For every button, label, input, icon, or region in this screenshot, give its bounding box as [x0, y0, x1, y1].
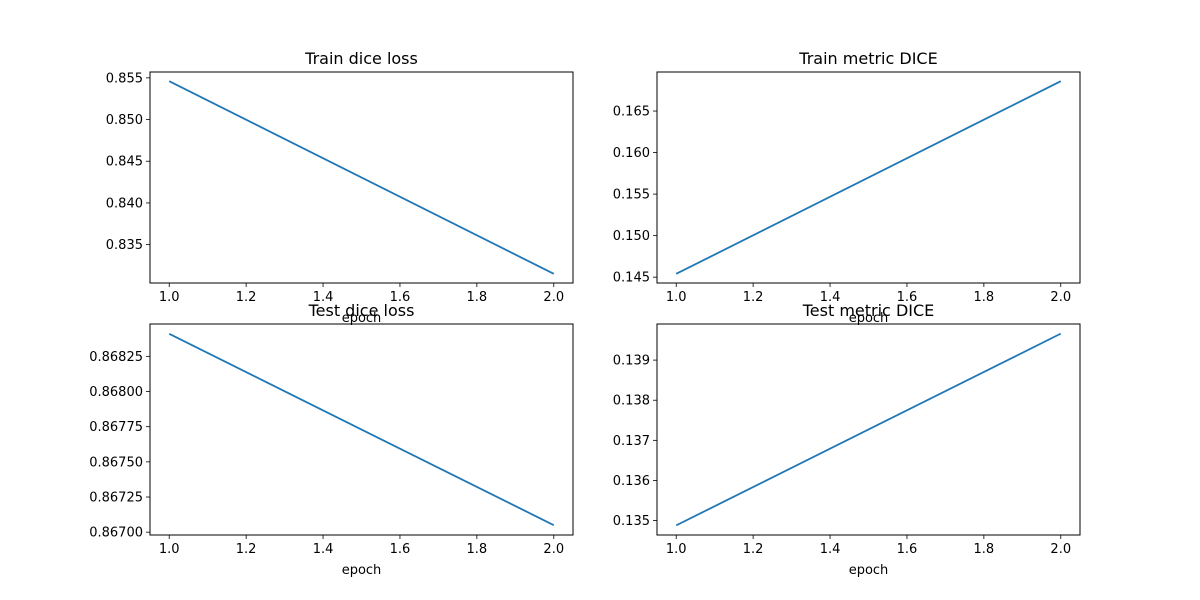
chart-2-ytick-label: 0.86725	[89, 491, 143, 506]
chart-1-xtick-label: 1.2	[743, 290, 764, 305]
chart-2-xtick-label: 1.0	[159, 542, 180, 557]
chart-0-xtick-label: 1.2	[236, 290, 257, 305]
chart-3-series-line-0	[675, 332, 1062, 527]
chart-3-xtick-label: 1.6	[897, 542, 918, 557]
chart-2-axes-frame	[149, 323, 574, 536]
chart-0-title: Train dice loss	[304, 49, 418, 68]
chart-0-ytick-label: 0.855	[106, 71, 143, 86]
chart-2: 1.0 1.2 1.4 1.6 1.8 2.0 0.86700 0.86725 0.86750 0…	[89, 301, 574, 578]
chart-2-xtick-label: 1.6	[390, 542, 411, 557]
chart-2-ytick-label: 0.86825	[89, 350, 143, 365]
chart-2-xlabel: epoch	[342, 563, 382, 578]
chart-0-ytick-label: 0.850	[106, 113, 143, 128]
chart-1-xlabel: epoch	[849, 311, 889, 326]
chart-3-ytick-label: 0.137	[613, 434, 650, 449]
chart-1-xtick-label: 1.8	[974, 290, 995, 305]
chart-0-xtick-label: 1.4	[313, 290, 334, 305]
chart-0-xtick-label: 1.6	[390, 290, 411, 305]
chart-3-ytick-label: 0.136	[613, 474, 650, 489]
chart-2-ytick-label: 0.86775	[89, 420, 143, 435]
chart-1-ytick-label: 0.165	[613, 105, 650, 120]
chart-0-ytick-label: 0.845	[106, 155, 143, 170]
chart-1-ytick-label: 0.150	[613, 229, 650, 244]
chart-0: 1.0 1.2 1.4 1.6 1.8 2.0 0.835 0.840 0.845 0.850 0.…	[106, 49, 574, 326]
chart-1-xtick-label: 1.0	[666, 290, 687, 305]
chart-3-xtick-label: 1.8	[974, 542, 995, 557]
chart-0-xtick-label: 2.0	[543, 290, 564, 305]
chart-0-axes-frame	[149, 71, 574, 284]
chart-3-xtick-label: 1.0	[666, 542, 687, 557]
chart-1-xtick-label: 1.4	[820, 290, 841, 305]
chart-0-series-line-0	[168, 80, 555, 275]
chart-1-ytick-label: 0.155	[613, 188, 650, 203]
chart-1-ytick-label: 0.145	[613, 271, 650, 286]
chart-0-ytick-label: 0.840	[106, 196, 143, 211]
chart-2-xtick-label: 1.4	[313, 542, 334, 557]
chart-3-xtick-label: 1.2	[743, 542, 764, 557]
chart-1-series-line-0	[675, 80, 1062, 275]
chart-2-series-line-0	[168, 333, 555, 526]
chart-1-title: Train metric DICE	[798, 49, 937, 68]
chart-3-xlabel: epoch	[849, 563, 889, 578]
chart-2-ytick-label: 0.86700	[89, 526, 143, 541]
chart-3-xtick-label: 2.0	[1050, 542, 1071, 557]
chart-0-xtick-label: 1.8	[467, 290, 488, 305]
chart-3-ytick-label: 0.135	[613, 514, 650, 529]
chart-2-xtick-label: 1.8	[467, 542, 488, 557]
chart-2-xtick-label: 2.0	[543, 542, 564, 557]
chart-1-ytick-label: 0.160	[613, 146, 650, 161]
chart-2-title: Test dice loss	[308, 301, 415, 320]
chart-1-xtick-label: 2.0	[1050, 290, 1071, 305]
chart-2-xtick-label: 1.2	[236, 542, 257, 557]
chart-1-axes-frame	[656, 71, 1081, 284]
chart-3-title: Test metric DICE	[802, 301, 935, 320]
chart-2-ytick-label: 0.86750	[89, 455, 143, 470]
chart-2-ytick-label: 0.86800	[89, 385, 143, 400]
chart-0-xlabel: epoch	[342, 311, 382, 326]
chart-0-ytick-label: 0.835	[106, 238, 143, 253]
chart-3: 1.0 1.2 1.4 1.6 1.8 2.0 0.135 0.136 0.137 0.138 0.…	[613, 301, 1081, 578]
chart-3-ytick-label: 0.138	[613, 394, 650, 409]
chart-1: 1.0 1.2 1.4 1.6 1.8 2.0 0.145 0.150 0.155 0.160 0.…	[613, 49, 1081, 326]
chart-3-ytick-label: 0.139	[613, 354, 650, 369]
chart-3-axes-frame	[656, 323, 1081, 536]
chart-1-xtick-label: 1.6	[897, 290, 918, 305]
chart-0-xtick-label: 1.0	[159, 290, 180, 305]
chart-3-xtick-label: 1.4	[820, 542, 841, 557]
